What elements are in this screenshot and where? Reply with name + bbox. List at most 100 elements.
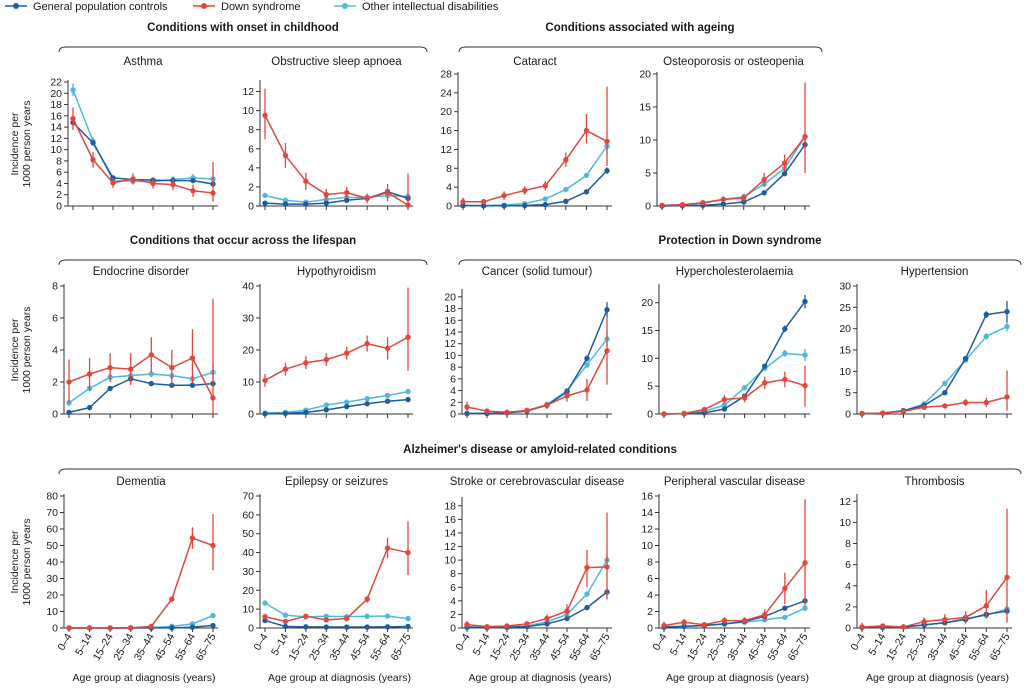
data-point [962, 614, 969, 621]
panel-title: Cancer (solid tumour) [482, 266, 593, 278]
y-tick-label: 16 [50, 110, 62, 122]
data-point [584, 564, 590, 571]
data-point [344, 399, 350, 405]
y-tick-label: 16 [641, 491, 653, 503]
data-point [110, 180, 116, 186]
data-point [405, 623, 411, 630]
legend-item: Other intellectual disabilities [334, 1, 499, 13]
data-point [604, 307, 610, 313]
data-point [522, 187, 528, 194]
y-tick-label: 4 [450, 595, 456, 607]
y-tick-label: 2 [52, 377, 58, 389]
series-line [264, 547, 409, 623]
y-tick-label: 20 [839, 323, 851, 335]
x-tick-label: 0–4 [650, 631, 669, 652]
series-1 [262, 521, 411, 625]
data-point [741, 395, 748, 401]
x-tick-label-group: 0–4 [650, 631, 669, 652]
data-point [282, 197, 289, 203]
x-tick-label-group: 65–75 [988, 631, 1013, 662]
data-point [720, 201, 726, 207]
y-axis-label-line2: 1000 person years [21, 307, 33, 394]
data-point [484, 408, 490, 414]
data-point [282, 152, 289, 159]
series-line [264, 190, 409, 205]
panel-title: Endocrine disorder [93, 266, 190, 278]
series-line [68, 378, 214, 414]
y-tick-label: 2 [450, 397, 456, 409]
legend-item: Down syndrome [193, 1, 300, 13]
y-tick-label: 70 [46, 507, 58, 519]
data-point [501, 192, 507, 199]
y-axis-label-line2: 1000 person years [21, 101, 33, 188]
chart-panel: Cataract 0 4 8 12 16 20 24 28 [440, 56, 612, 213]
y-tick-label: 6 [248, 143, 254, 155]
data-point [942, 403, 948, 409]
data-point [189, 624, 196, 630]
data-point [782, 326, 788, 332]
y-tick-label: 6 [450, 373, 456, 385]
series-2 [460, 139, 610, 209]
data-point [584, 604, 590, 611]
series-line [467, 338, 608, 415]
panel-title: Osteoporosis or osteopenia [663, 56, 804, 68]
chart-panel: Hypothyroidism 0 10 20 30 40 [242, 266, 413, 421]
y-tick-label: 2 [845, 601, 851, 613]
group-title: Protection in Down syndrome [659, 235, 822, 247]
series-1 [859, 508, 1010, 630]
series-1 [262, 287, 411, 387]
chart-panel: Thrombosis0246810120–45–1415–2425–3435–4… [839, 476, 1012, 684]
data-point [542, 201, 548, 208]
data-point [262, 112, 268, 119]
series-line [861, 310, 1008, 415]
data-point [323, 407, 329, 413]
panel-title: Peripheral vascular disease [664, 476, 805, 488]
data-point [501, 203, 507, 209]
x-tick-label: 65–75 [194, 631, 219, 662]
y-tick-label: 5 [645, 168, 651, 180]
data-point [323, 402, 329, 408]
data-point [480, 199, 487, 205]
series-1 [66, 514, 216, 631]
data-point [802, 382, 808, 389]
y-tick-label: 18 [444, 303, 456, 315]
data-point [464, 404, 470, 410]
data-point [721, 396, 728, 403]
data-point [544, 402, 550, 408]
y-tick-label: 20 [440, 106, 452, 118]
y-tick-label: 8 [647, 557, 653, 569]
y-tick-label: 16 [444, 514, 456, 526]
series-line [861, 576, 1008, 628]
data-point [504, 409, 510, 415]
y-tick-label: 2 [248, 181, 254, 193]
y-tick-label: 12 [242, 86, 254, 98]
y-tick-label: 20 [50, 88, 62, 100]
panel-title: Thrombosis [904, 476, 964, 488]
y-tick-label: 40 [46, 557, 58, 569]
data-point [604, 167, 610, 174]
y-tick-label: 30 [839, 281, 851, 293]
y-tick-label: 18 [50, 99, 62, 111]
data-point [405, 549, 411, 556]
series-2 [262, 600, 411, 622]
y-tick-label: 12 [444, 338, 456, 350]
data-point [262, 600, 268, 606]
y-axis-label-line1: Incidence per [9, 112, 21, 176]
data-point [761, 190, 767, 196]
data-point [782, 376, 788, 383]
data-point [659, 202, 665, 209]
data-point [405, 388, 411, 395]
series-0 [262, 617, 411, 630]
series-line [264, 336, 409, 382]
panel-title: Hypothyroidism [297, 266, 376, 278]
data-point [384, 624, 391, 630]
data-point [681, 623, 687, 630]
y-tick-label: 40 [242, 547, 254, 559]
y-tick-label: 6 [845, 559, 851, 571]
y-tick-label: 20 [46, 590, 58, 602]
y-tick-label: 14 [444, 327, 456, 339]
data-point [262, 377, 268, 384]
data-point [741, 385, 748, 391]
group-header: Protection in Down syndrome [458, 235, 1022, 266]
